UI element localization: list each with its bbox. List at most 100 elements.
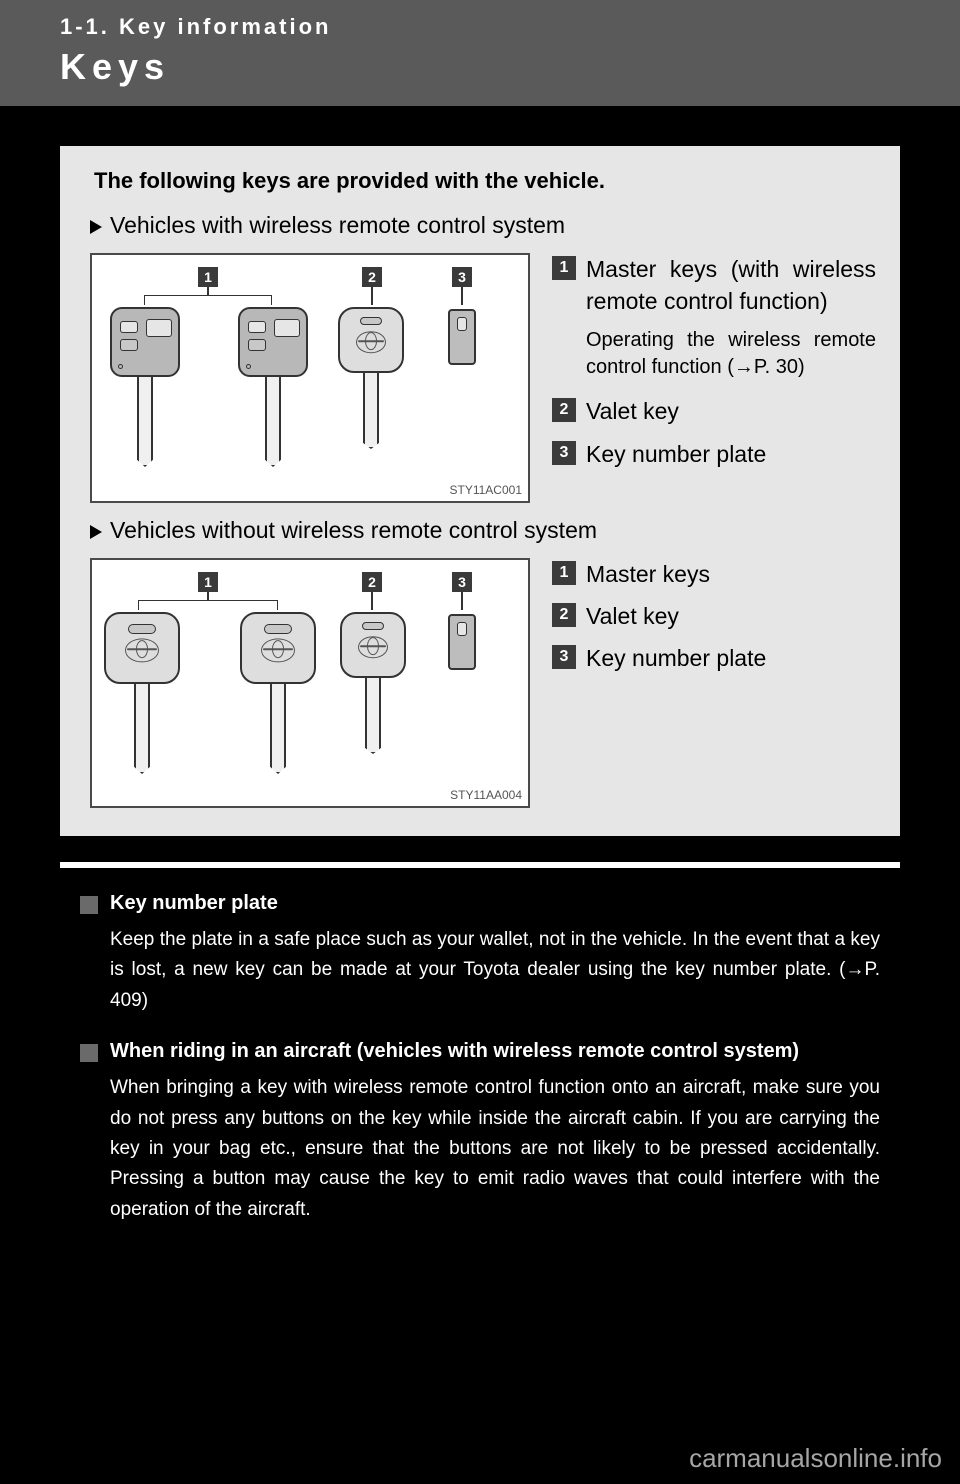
num-1: 1	[552, 561, 576, 585]
figure-code: STY11AA004	[450, 788, 522, 802]
triangle-icon	[90, 220, 102, 234]
callout-1: 1	[198, 267, 218, 287]
sub-prefix: Operating the wireless remote control fu…	[586, 329, 876, 378]
item-1-text: Master keys	[586, 558, 710, 590]
item-1: 1 Master keys (with wireless remote cont…	[552, 253, 876, 317]
figure-code: STY11AC001	[450, 483, 523, 497]
group2-row: 1 2 3	[84, 558, 876, 808]
key-number-plate	[448, 614, 476, 670]
item-3-text: Key number plate	[586, 642, 766, 674]
note-2-head: When riding in an aircraft (vehicles wit…	[80, 1040, 880, 1063]
key-btn-panic	[248, 321, 266, 333]
key-btn-lock	[120, 339, 138, 351]
logo-icon-cross	[360, 645, 386, 647]
note-1-body: Keep the plate in a safe place such as y…	[110, 925, 880, 1016]
callout-2: 2	[362, 572, 382, 592]
callout-3: 3	[452, 267, 472, 287]
item-1-sub: Operating the wireless remote control fu…	[586, 327, 876, 381]
group1-image-col: 1 2 3	[84, 253, 530, 503]
key-head	[340, 612, 406, 678]
key-btn-unlock	[274, 319, 300, 337]
key-head	[338, 307, 404, 373]
tag-hole	[457, 622, 467, 636]
item-2-text: Valet key	[586, 600, 679, 632]
key-btn-panic	[120, 321, 138, 333]
num-3: 3	[552, 645, 576, 669]
key-btn-unlock	[146, 319, 172, 337]
group2-image-col: 1 2 3	[84, 558, 530, 808]
notes-section: Key number plate Keep the plate in a saf…	[80, 892, 880, 1225]
key-led	[118, 364, 123, 369]
key-slot	[362, 622, 384, 630]
logo-icon-cross	[358, 340, 384, 342]
callout-stem-1	[207, 287, 209, 295]
group2-desc: 1 Master keys 2 Valet key 3 Key number p…	[530, 558, 876, 685]
item-3: 3 Key number plate	[552, 642, 876, 674]
note-2: When riding in an aircraft (vehicles wit…	[80, 1040, 880, 1225]
key-blade	[134, 684, 150, 774]
tag-hole	[457, 317, 467, 331]
group1-row: 1 2 3	[84, 253, 876, 503]
callout-1: 1	[198, 572, 218, 592]
key-head	[104, 612, 180, 684]
callout-2: 2	[362, 267, 382, 287]
item-1-text: Master keys (with wireless remote contro…	[586, 253, 876, 317]
master-key-2	[240, 612, 316, 774]
item-2-text: Valet key	[586, 395, 679, 427]
key-head	[240, 612, 316, 684]
logo-icon-cross	[127, 649, 157, 651]
key-head	[110, 307, 180, 377]
item-1: 1 Master keys	[552, 558, 876, 590]
intro-text: The following keys are provided with the…	[94, 168, 876, 194]
valet-key	[340, 612, 406, 754]
callout-stem-3	[461, 592, 463, 610]
note-1: Key number plate Keep the plate in a saf…	[80, 892, 880, 1016]
group1-heading-text: Vehicles with wireless remote control sy…	[110, 212, 565, 238]
valet-key	[338, 307, 404, 449]
note-1-title: Key number plate	[110, 892, 278, 915]
master-key-2	[238, 307, 308, 467]
key-head	[238, 307, 308, 377]
master-key-1	[110, 307, 180, 467]
num-1: 1	[552, 256, 576, 280]
callout-3: 3	[452, 572, 472, 592]
note-2-body: When bringing a key with wireless remote…	[110, 1073, 880, 1225]
section-title: Keys	[60, 46, 900, 88]
square-bullet-icon	[80, 1044, 98, 1062]
callout-stem-2	[371, 592, 373, 610]
group1-desc: 1 Master keys (with wireless remote cont…	[530, 253, 876, 480]
key-number-plate	[448, 309, 476, 365]
key-led	[246, 364, 251, 369]
key-slot	[264, 624, 292, 634]
key-btn-lock	[248, 339, 266, 351]
section-label: 1-1. Key information	[60, 14, 900, 40]
square-bullet-icon	[80, 896, 98, 914]
key-blade	[270, 684, 286, 774]
content-box: The following keys are provided with the…	[60, 146, 900, 836]
item-2: 2 Valet key	[552, 600, 876, 632]
divider	[60, 862, 900, 868]
key-blade	[137, 377, 153, 467]
key-blade	[365, 678, 381, 754]
group2-figure: 1 2 3	[90, 558, 530, 808]
arrow-right-icon	[734, 356, 754, 378]
callout-bracket-1	[144, 295, 272, 305]
item-2: 2 Valet key	[552, 395, 876, 427]
group2-heading-text: Vehicles without wireless remote control…	[110, 517, 597, 543]
callout-stem-2	[371, 287, 373, 305]
item-3-text: Key number plate	[586, 438, 766, 470]
watermark: carmanualsonline.info	[689, 1443, 942, 1474]
sub-ref: P. 30)	[754, 356, 805, 378]
num-2: 2	[552, 603, 576, 627]
item-3: 3 Key number plate	[552, 438, 876, 470]
header-band: 1-1. Key information Keys	[0, 0, 960, 106]
key-slot	[128, 624, 156, 634]
triangle-icon	[90, 525, 102, 539]
logo-icon-cross	[263, 649, 293, 651]
callout-stem-3	[461, 287, 463, 305]
num-2: 2	[552, 398, 576, 422]
master-key-1	[104, 612, 180, 774]
key-blade	[265, 377, 281, 467]
note-2-title: When riding in an aircraft (vehicles wit…	[110, 1040, 799, 1063]
group2-heading: Vehicles without wireless remote control…	[90, 517, 876, 544]
